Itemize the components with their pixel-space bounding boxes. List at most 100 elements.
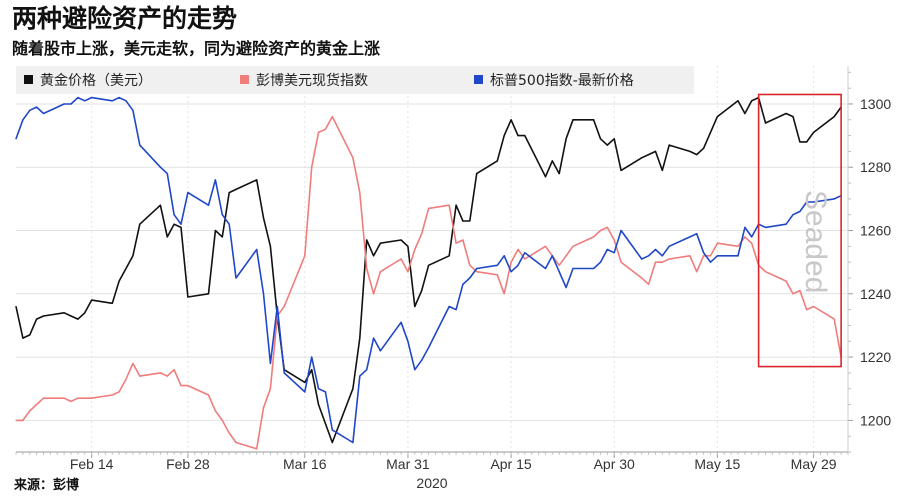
series-2-point [448,204,450,206]
series-1-point [517,135,519,137]
series-3-point [187,192,189,194]
series-2-point [421,233,423,235]
series-1-point [36,318,38,320]
series-1-point [173,223,175,225]
series-2-point [235,441,237,444]
series-1-point [455,204,457,206]
series-2-point [63,397,65,399]
legend-label-2: 彭博美元现货指数 [256,72,368,89]
series-2-point [29,410,31,412]
highlight-box [757,93,842,368]
series-1-point [269,245,271,247]
series-1-point [359,337,361,339]
series-2-point [455,242,457,244]
series-1-point [373,255,375,257]
series-2-point [572,245,574,247]
series-2-point [469,264,471,266]
series-3-point [256,248,258,251]
grid-lines [16,66,848,452]
series-1-point [709,131,712,133]
series-2-point [317,131,320,133]
series-2-point [262,407,265,409]
series-2-point [132,362,134,364]
series-3-point [593,267,595,270]
series-3-point [379,350,381,352]
series-1-point [91,299,93,301]
series-3-point [737,255,739,257]
series-3-point [558,271,560,273]
series-3-point [180,223,182,225]
series-2-point [799,290,801,292]
series-3-point [565,286,567,289]
series-2-point [428,207,430,209]
series-3-point [221,214,223,216]
series-3-point [276,305,278,308]
series-1-point [503,135,505,137]
series-1-point [751,100,753,102]
series-2-point [139,375,141,377]
series-2-point [214,410,216,412]
series-2-point [166,375,168,377]
series-1-point [806,141,808,143]
series-2-point [207,394,210,396]
series-2-point [599,229,602,232]
series-3-point [799,210,801,213]
series-3-point [228,223,230,225]
series-3-point [462,283,464,285]
series-1-point [118,280,120,282]
series-1-point [407,245,409,247]
series-1-point [63,312,65,314]
series-1-point [111,302,113,304]
series-1-point [311,369,313,371]
series-1-point [262,217,265,219]
series-2-point [462,239,464,241]
series-3-point [304,391,306,393]
legend-label-1: 黄金价格（美元） [40,72,152,89]
series-3-point [111,100,113,102]
series-3-point [29,109,31,111]
series-1-point [180,226,182,228]
series-3-point [476,267,478,270]
series-3-point [496,264,498,266]
series-1-point [654,150,657,152]
series-2-point [709,255,712,257]
series-2-point [91,397,93,399]
series-3-point [668,245,670,247]
series-1-point [70,315,72,317]
series-1-point [421,290,423,292]
series-3-point [366,369,368,371]
page-title: 两种避险资产的走势 [12,4,238,33]
series-2-point [654,261,657,263]
highlight-rect [757,93,842,368]
series-1-point [29,334,31,336]
legend: 黄金价格（美元） 彭博美元现货指数 标普500指数-最新价格 [16,66,694,94]
series-3-point [620,229,622,232]
series-3-point [118,97,120,99]
legend-background [16,66,694,94]
series-3-point [352,441,354,444]
series-3-point [806,201,808,203]
series-1-point [324,422,326,425]
series-3-point [262,293,265,295]
series-3-point [331,429,333,431]
series-2-point [558,264,560,266]
series-3-point [524,252,526,254]
series-2-point [751,242,753,244]
series-3-point [785,223,787,225]
series-2-point [703,255,705,257]
series-2-point [180,385,182,387]
series-1-point [813,131,815,133]
series-3-point [428,347,430,349]
series-3-point [407,340,409,342]
series-3-point [311,356,313,358]
series-1-point [744,112,746,115]
series-1-point [400,239,402,241]
series-1-point [77,318,79,320]
series-3-point [283,372,285,374]
series-3-point [716,255,719,257]
series-2-point [593,236,595,238]
series-3-point [703,252,705,254]
series-3-point [572,267,574,270]
series-3-point [606,248,608,251]
series-1-point [228,192,230,194]
